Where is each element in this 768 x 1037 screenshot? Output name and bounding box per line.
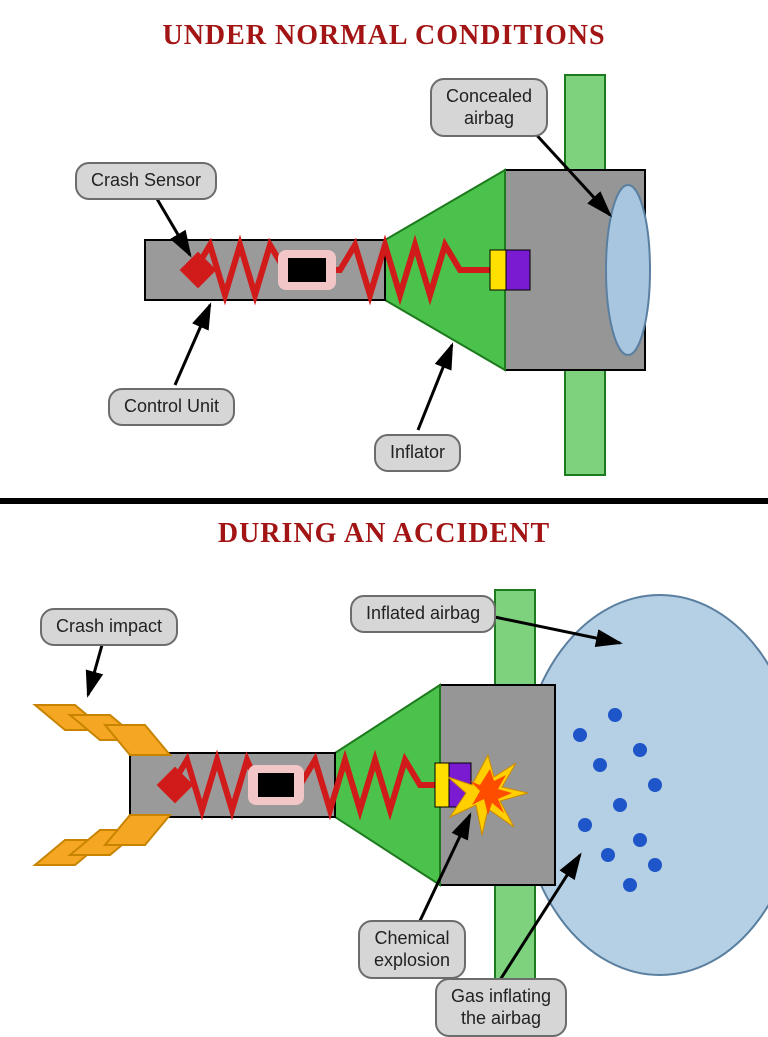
yellow-block <box>435 763 449 807</box>
label-chemical-explosion: Chemical explosion <box>358 920 466 979</box>
inflated-airbag <box>520 595 768 975</box>
top-title: UNDER NORMAL CONDITIONS <box>0 20 768 52</box>
label-inflated-airbag: Inflated airbag <box>350 595 496 633</box>
control-unit-icon <box>288 258 326 282</box>
label-concealed-airbag: Concealed airbag <box>430 78 548 137</box>
label-inflator: Inflator <box>374 434 461 472</box>
purple-block <box>506 250 530 290</box>
bottom-title: DURING AN ACCIDENT <box>0 518 768 550</box>
divider <box>0 498 768 504</box>
concealed-airbag <box>606 185 650 355</box>
label-crash-impact: Crash impact <box>40 608 178 646</box>
label-gas-inflating: Gas inflating the airbag <box>435 978 567 1037</box>
control-unit-icon <box>258 773 294 797</box>
label-crash-sensor: Crash Sensor <box>75 162 217 200</box>
label-control-unit: Control Unit <box>108 388 235 426</box>
yellow-block <box>490 250 506 290</box>
scene-normal <box>0 55 768 495</box>
